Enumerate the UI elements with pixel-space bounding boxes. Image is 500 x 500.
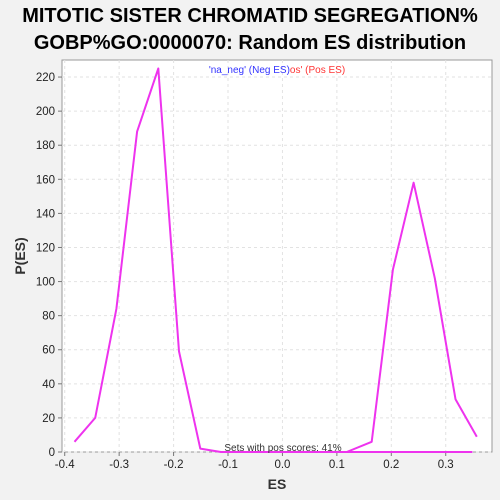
- legend-pos-entry: os' (Pos ES): [290, 65, 345, 76]
- y-axis-title: P(ES): [12, 237, 28, 274]
- y-tick-label: 140: [36, 208, 55, 220]
- x-tick-label: 0.1: [329, 459, 345, 471]
- y-tick-label: 100: [36, 277, 55, 289]
- grid-lines: [62, 60, 492, 453]
- y-axis: 0 20 40 60 80 100 120 140 160 180 200 220: [36, 72, 62, 459]
- x-tick-label: -0.4: [55, 459, 75, 471]
- y-tick-label: 120: [36, 242, 55, 254]
- chart-title-line2: GOBP%GO:0000070: Random ES distribution: [34, 32, 466, 54]
- legend-neg-entry: 'na_neg' (Neg ES): [209, 65, 290, 76]
- x-tick-label: 0.2: [383, 459, 399, 471]
- y-tick-label: 60: [42, 345, 55, 357]
- x-tick-label: -0.3: [109, 459, 129, 471]
- y-tick-label: 200: [36, 106, 55, 118]
- x-tick-label: 0.3: [438, 459, 454, 471]
- x-axis-title: ES: [268, 476, 287, 492]
- y-tick-label: 20: [42, 413, 55, 425]
- y-tick-label: 220: [36, 72, 55, 84]
- y-tick-label: 80: [42, 311, 55, 323]
- x-tick-label: -0.1: [218, 459, 238, 471]
- x-axis: -0.4 -0.3 -0.2 -0.1 0.0 0.1 0.2 0.3: [55, 452, 454, 471]
- x-tick-label: 0.0: [274, 459, 290, 471]
- plot-area: [61, 59, 493, 453]
- legend: 'na_neg' (Neg ES)os' (Pos ES): [209, 65, 345, 76]
- series-line-2: [220, 181, 478, 453]
- y-tick-label: 180: [36, 140, 55, 152]
- chart-title-line1: MITOTIC SISTER CHROMATID SEGREGATION%: [22, 5, 478, 27]
- x-tick-label: -0.2: [164, 459, 184, 471]
- y-tick-label: 40: [42, 379, 55, 391]
- y-tick-label: 0: [49, 447, 55, 459]
- y-tick-label: 160: [36, 174, 55, 186]
- series-group: [73, 67, 478, 453]
- pos-scores-annotation: Sets with pos scores: 41%: [224, 443, 341, 454]
